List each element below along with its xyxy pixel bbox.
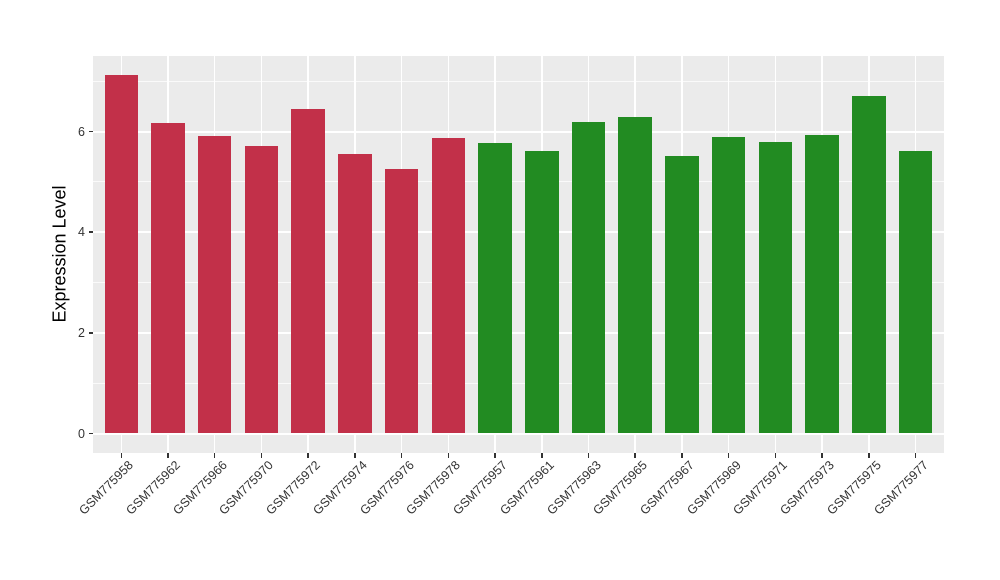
gridline-minor-y7 [93, 80, 944, 82]
x-tick-GSM775976 [400, 453, 403, 458]
y-tick-label-4: 4 [78, 225, 85, 240]
bar-GSM775958 [104, 75, 139, 434]
x-tick-GSM775965 [634, 453, 636, 458]
x-tick-GSM775975 [868, 453, 870, 458]
bar-GSM775974 [338, 154, 372, 434]
y-tick-4 [88, 231, 93, 233]
x-tick-GSM775966 [213, 453, 216, 458]
gridline-major-y2 [93, 331, 944, 334]
bar-GSM775961 [525, 150, 559, 434]
y-tick-2 [88, 332, 93, 334]
y-axis-title: Expression Level [49, 185, 70, 323]
x-tick-GSM775961 [541, 453, 543, 458]
x-tick-GSM775977 [914, 453, 917, 458]
bar-GSM775978 [431, 138, 466, 434]
y-tick-label-0: 0 [78, 426, 85, 441]
bar-GSM775965 [618, 116, 652, 434]
gridline-major-y4 [93, 231, 944, 234]
x-tick-GSM775972 [307, 453, 309, 458]
y-tick-label-2: 2 [78, 325, 85, 340]
x-tick-GSM775958 [120, 453, 123, 458]
bar-GSM775973 [805, 135, 839, 434]
bar-GSM775969 [711, 137, 746, 434]
x-tick-GSM775970 [260, 453, 263, 458]
bar-GSM775977 [898, 150, 933, 434]
bar-GSM775963 [571, 122, 606, 434]
x-tick-GSM775969 [727, 453, 730, 458]
plot-panel [93, 56, 944, 453]
gridline-major-y0 [93, 432, 944, 435]
y-tick-6 [88, 130, 93, 133]
x-tick-GSM775971 [774, 453, 777, 458]
x-tick-GSM775967 [681, 453, 683, 458]
x-tick-GSM775957 [494, 453, 496, 458]
x-tick-GSM775963 [587, 453, 590, 458]
x-tick-GSM775974 [354, 453, 356, 458]
bar-GSM775957 [478, 142, 512, 434]
bar-GSM775962 [151, 122, 185, 434]
bar-GSM775967 [665, 155, 699, 434]
bar-GSM775970 [244, 145, 279, 434]
gridline-minor-y3 [93, 282, 944, 283]
gridline-minor-y1 [93, 382, 944, 384]
bar-GSM775971 [758, 141, 793, 434]
x-tick-GSM775973 [821, 453, 823, 458]
x-tick-GSM775962 [167, 453, 169, 458]
x-tick-GSM775978 [447, 453, 450, 458]
y-tick-label-6: 6 [78, 124, 85, 139]
y-tick-0 [88, 432, 93, 435]
bar-GSM775976 [384, 168, 419, 434]
gridline-minor-y5 [93, 181, 944, 183]
bar-GSM775972 [291, 108, 325, 434]
gridline-major-y6 [93, 130, 944, 133]
bar-GSM775966 [197, 136, 232, 434]
bar-GSM775975 [852, 95, 886, 434]
